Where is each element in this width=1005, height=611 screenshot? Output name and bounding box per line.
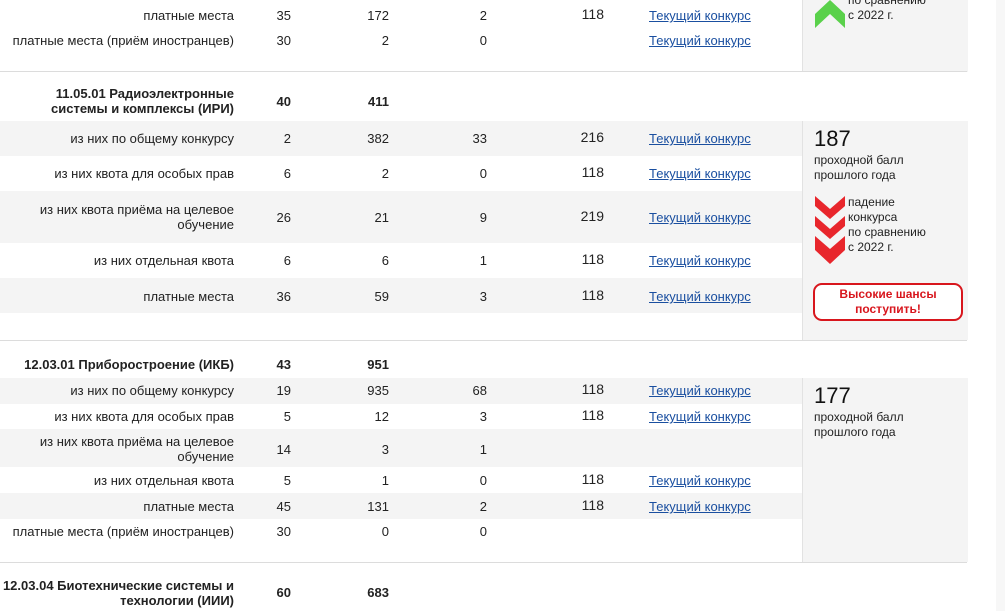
cell-applications: 0 — [381, 524, 389, 539]
divider — [0, 340, 967, 341]
cell-places: 6 — [283, 166, 291, 181]
cell-min-score: 118 — [581, 381, 604, 397]
row-label: платные места — [143, 289, 234, 304]
current-contest-link[interactable]: Текущий конкурс — [649, 409, 751, 424]
cell-places: 45 — [276, 499, 291, 514]
last-year-score: 187 — [814, 126, 851, 151]
current-contest-link[interactable]: Текущий конкурс — [649, 253, 751, 268]
program-total-places: 40 — [276, 94, 291, 109]
program-title: 11.05.01 Радиоэлектронные системы и комп… — [51, 86, 234, 116]
last-year-score: 177 — [814, 383, 851, 408]
cell-originals: 1 — [479, 253, 487, 268]
cell-originals: 1 — [479, 442, 487, 457]
green-up-arrow-icon — [815, 0, 845, 28]
cell-originals: 68 — [472, 383, 487, 398]
cell-applications: 59 — [374, 289, 389, 304]
cell-min-score: 118 — [581, 164, 604, 180]
cell-min-score: 118 — [581, 471, 604, 487]
cell-applications: 2 — [381, 166, 389, 181]
cell-originals: 0 — [479, 33, 487, 48]
cell-originals: 3 — [479, 409, 487, 424]
cell-applications: 3 — [381, 442, 389, 457]
cell-originals: 2 — [479, 499, 487, 514]
cell-places: 26 — [276, 210, 291, 225]
cell-min-score: 216 — [580, 129, 604, 145]
cell-min-score: 118 — [581, 407, 604, 423]
program-total-places: 60 — [276, 585, 291, 600]
current-contest-link[interactable]: Текущий конкурс — [649, 131, 751, 146]
current-contest-link[interactable]: Текущий конкурс — [649, 499, 751, 514]
last-year-score-caption: проходной балл прошлого года — [814, 410, 904, 439]
cell-applications: 12 — [374, 409, 389, 424]
current-contest-link[interactable]: Текущий конкурс — [649, 289, 751, 304]
row-label: из них квота приёма на целевое обучение — [39, 434, 234, 464]
program-total-applications: 683 — [367, 585, 389, 600]
row-label: из них отдельная квота — [93, 473, 234, 488]
program-total-applications: 951 — [367, 357, 389, 372]
ikb-side-panel — [802, 378, 968, 562]
cell-places: 14 — [276, 442, 291, 457]
cell-originals: 0 — [479, 524, 487, 539]
trend-text: по сравнению с 2022 г. — [848, 0, 926, 22]
cell-places: 5 — [283, 473, 291, 488]
current-contest-link[interactable]: Текущий конкурс — [649, 210, 751, 225]
cell-originals: 9 — [479, 210, 487, 225]
current-contest-link[interactable]: Текущий конкурс — [649, 166, 751, 181]
cell-places: 6 — [283, 253, 291, 268]
cell-min-score: 219 — [580, 208, 604, 224]
row-label: из них квота для особых прав — [54, 409, 234, 424]
cell-applications: 21 — [374, 210, 389, 225]
cell-places: 30 — [276, 524, 291, 539]
cell-applications: 2 — [381, 33, 389, 48]
row-label: платные места — [143, 8, 234, 23]
current-contest-link[interactable]: Текущий конкурс — [649, 383, 751, 398]
cell-applications: 131 — [367, 499, 389, 514]
high-chances-badge: Высокие шансы поступить! — [813, 283, 963, 321]
cell-places: 19 — [276, 383, 291, 398]
trend-text: падение конкурса по сравнению с 2022 г. — [848, 195, 926, 254]
cell-originals: 0 — [479, 473, 487, 488]
cell-originals: 3 — [479, 289, 487, 304]
cell-places: 36 — [276, 289, 291, 304]
cell-applications: 382 — [367, 131, 389, 146]
cell-originals: 2 — [479, 8, 487, 23]
row-label: платные места (приём иностранцев) — [12, 33, 234, 48]
program-total-applications: 411 — [368, 94, 389, 109]
program-total-places: 43 — [276, 357, 291, 372]
cell-places: 35 — [276, 8, 291, 23]
row-label: из них отдельная квота — [93, 253, 234, 268]
cell-applications: 935 — [367, 383, 389, 398]
cell-places: 5 — [283, 409, 291, 424]
cell-places: 2 — [283, 131, 291, 146]
cell-min-score: 118 — [581, 287, 604, 303]
row-label: из них по общему конкурсу — [70, 383, 234, 398]
cell-min-score: 118 — [581, 6, 604, 22]
current-contest-link[interactable]: Текущий конкурс — [649, 473, 751, 488]
cell-applications: 6 — [381, 253, 389, 268]
cell-min-score: 118 — [581, 251, 604, 267]
cell-applications: 1 — [381, 473, 389, 488]
row-label: из них квота приёма на целевое обучение — [39, 202, 234, 232]
last-year-score-caption: проходной балл прошлого года — [814, 153, 904, 182]
divider — [0, 71, 967, 72]
red-down-arrow-icon — [815, 196, 845, 264]
cell-originals: 0 — [479, 166, 487, 181]
program-title: 12.03.04 Биотехнические системы и технол… — [2, 578, 234, 608]
divider — [0, 562, 967, 563]
cell-min-score: 118 — [581, 497, 604, 513]
current-contest-link[interactable]: Текущий конкурс — [649, 33, 751, 48]
cell-applications: 172 — [367, 8, 389, 23]
cell-places: 30 — [276, 33, 291, 48]
program-title: 12.03.01 Приборостроение (ИКБ) — [24, 357, 234, 372]
row-label: платные места (приём иностранцев) — [12, 524, 234, 539]
current-contest-link[interactable]: Текущий конкурс — [649, 8, 751, 23]
row-label: из них по общему конкурсу — [70, 131, 234, 146]
row-label: из них квота для особых прав — [54, 166, 234, 181]
cell-originals: 33 — [472, 131, 487, 146]
scrollbar-track[interactable] — [996, 0, 1005, 611]
row-label: платные места — [143, 499, 234, 514]
